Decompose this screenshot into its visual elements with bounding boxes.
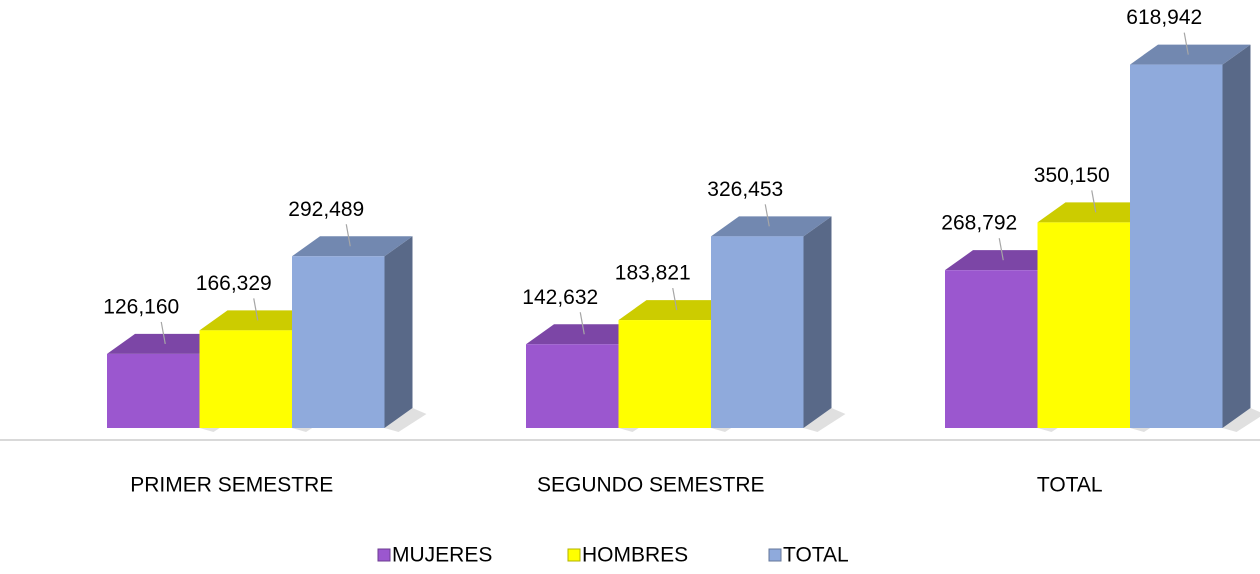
- bar: [711, 236, 804, 428]
- data-label: 268,792: [941, 212, 1017, 235]
- legend-swatch: [769, 549, 781, 561]
- bar: [619, 320, 712, 428]
- data-label: 142,632: [522, 286, 598, 309]
- data-label: 618,942: [1126, 6, 1202, 29]
- legend-swatch: [568, 549, 580, 561]
- bar-side: [385, 236, 413, 428]
- bar: [107, 354, 200, 428]
- data-label: 183,821: [615, 262, 691, 285]
- data-label: 292,489: [288, 198, 364, 221]
- data-label: 350,150: [1034, 164, 1110, 187]
- legend-label: MUJERES: [392, 544, 492, 567]
- bar-side: [1223, 45, 1251, 428]
- x-tick-label: TOTAL: [1037, 474, 1103, 497]
- bar: [200, 330, 293, 428]
- bar: [945, 270, 1038, 428]
- data-label: 166,329: [196, 272, 272, 295]
- data-label: 126,160: [103, 295, 179, 318]
- legend-label: HOMBRES: [582, 544, 688, 567]
- bar: [1038, 222, 1131, 428]
- legend-swatch: [378, 549, 390, 561]
- x-tick-label: SEGUNDO SEMESTRE: [537, 474, 765, 497]
- bar-side: [804, 216, 832, 428]
- bar: [292, 256, 385, 428]
- x-tick-label: PRIMER SEMESTRE: [130, 474, 333, 497]
- legend-label: TOTAL: [783, 544, 849, 567]
- data-label: 326,453: [707, 178, 783, 201]
- bar: [1130, 65, 1223, 428]
- bar: [526, 344, 619, 428]
